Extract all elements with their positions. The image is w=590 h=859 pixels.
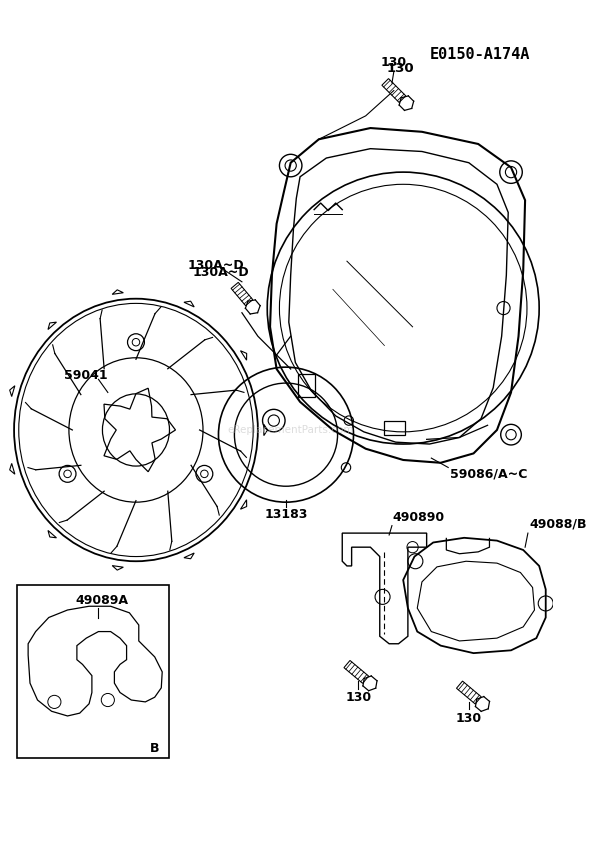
Text: 130: 130 xyxy=(381,56,407,69)
Bar xyxy=(17,585,169,758)
Text: B: B xyxy=(150,742,159,755)
Text: 130A~D: 130A~D xyxy=(188,259,244,272)
Text: 490890: 490890 xyxy=(392,510,444,524)
Bar xyxy=(298,374,315,397)
Text: 59041: 59041 xyxy=(64,369,107,382)
Text: 49089A: 49089A xyxy=(75,594,128,607)
Text: 130: 130 xyxy=(386,63,414,76)
Text: 130: 130 xyxy=(345,691,371,704)
Text: 59086/A~C: 59086/A~C xyxy=(450,467,527,480)
Text: 130: 130 xyxy=(455,712,482,725)
Text: 130A~D: 130A~D xyxy=(192,266,249,279)
Text: 49088/B: 49088/B xyxy=(530,517,587,530)
Text: E0150-A174A: E0150-A174A xyxy=(430,47,530,63)
Bar xyxy=(385,421,405,435)
Text: 13183: 13183 xyxy=(264,508,307,521)
Text: eReplacementParts.com: eReplacementParts.com xyxy=(227,425,354,435)
